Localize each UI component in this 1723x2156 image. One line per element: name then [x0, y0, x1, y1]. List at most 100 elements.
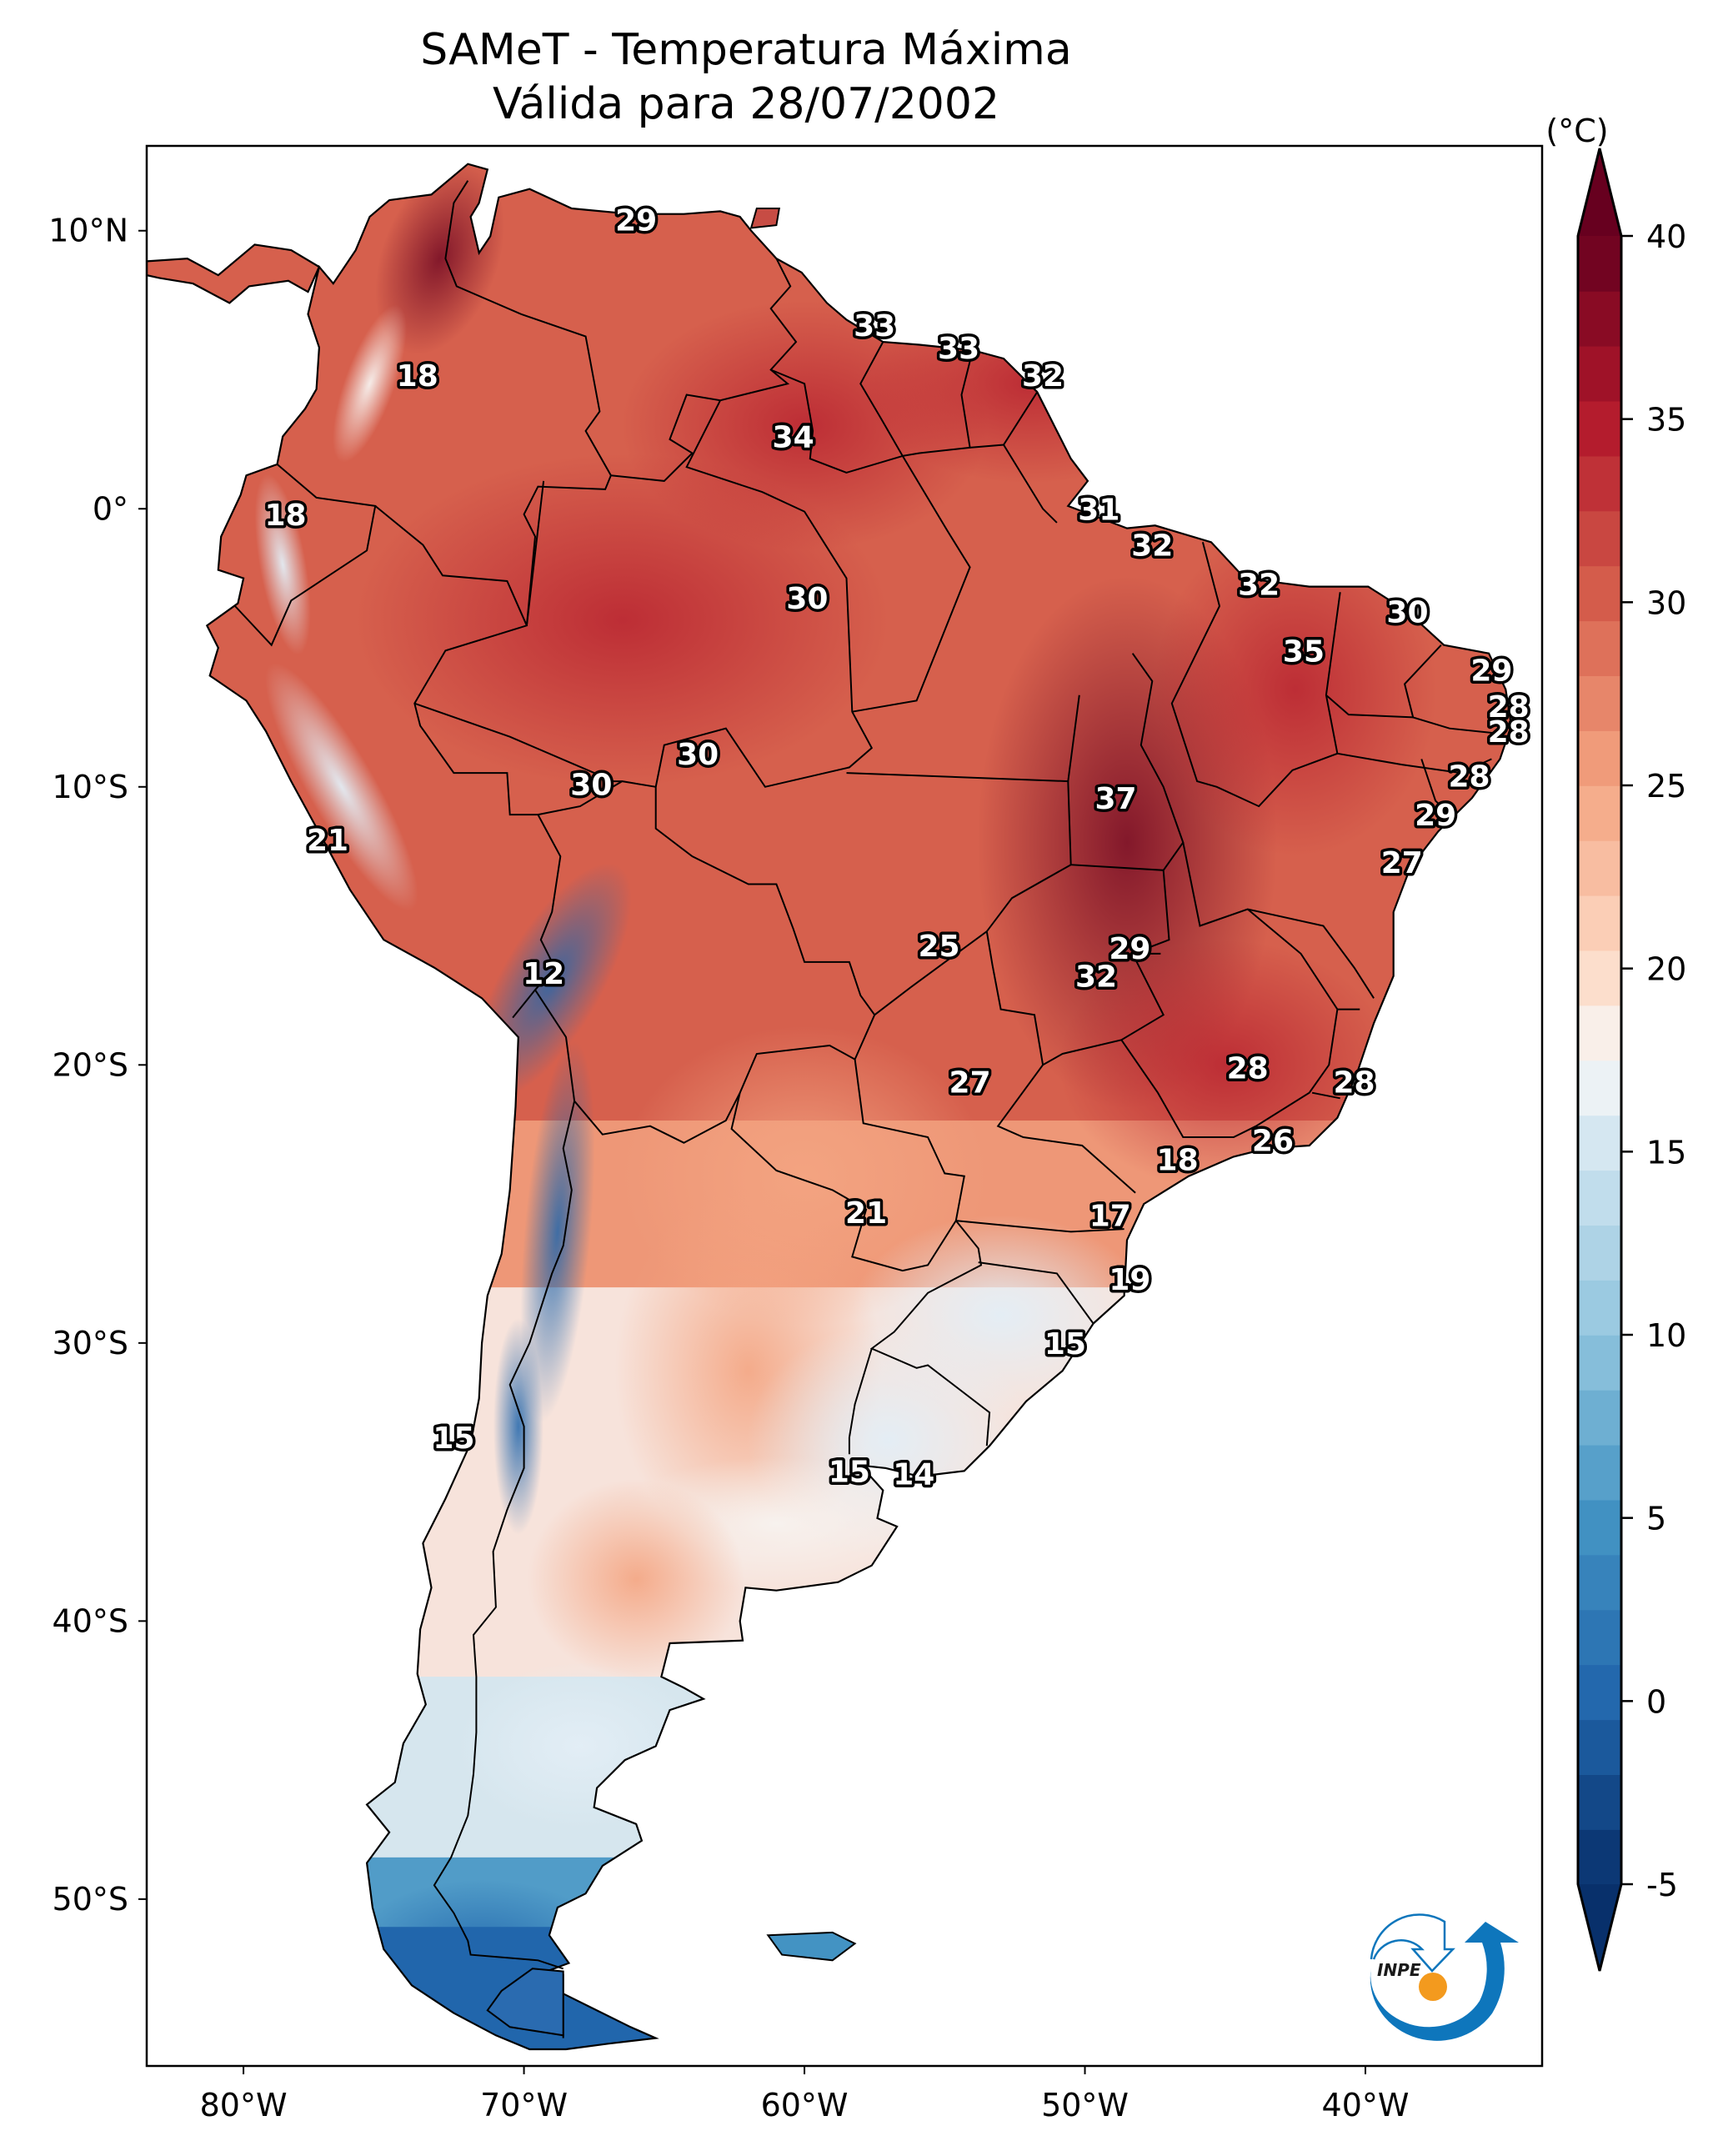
border-line — [374, 505, 562, 1019]
y-tick-label: 0° — [93, 490, 128, 527]
x-tick-label: 60°W — [761, 2087, 849, 2123]
border-line — [996, 870, 1170, 1194]
border-line — [869, 1220, 991, 1447]
temperature-value-label: 21 — [845, 1196, 887, 1231]
y-tick-label: 40°S — [53, 1602, 128, 1639]
x-tick-label: 40°W — [1322, 2087, 1410, 2123]
x-tick-label: 80°W — [200, 2087, 288, 2123]
field-blob — [520, 1040, 595, 1423]
border-line — [955, 1220, 1124, 1233]
field-blob — [1153, 523, 1437, 857]
border-line — [1420, 759, 1450, 815]
temperature-value-label: 30 — [1386, 596, 1428, 630]
chart-title: SAMeT - Temperatura Máxima — [420, 25, 1072, 75]
border-line — [985, 864, 1072, 1065]
temperature-value-label: 32 — [1075, 960, 1117, 995]
colorbar-band — [1578, 510, 1621, 567]
field-blob — [265, 663, 418, 911]
border-line — [234, 464, 377, 647]
y-tick-label: 10°S — [53, 769, 128, 805]
field-blob — [528, 1479, 745, 1680]
colorbar-band — [1578, 895, 1621, 951]
temperature-value-label: 30 — [570, 768, 612, 802]
temperature-value-label: 15 — [433, 1421, 474, 1456]
continent-coastline — [147, 163, 1513, 2051]
colorbar-band — [1578, 730, 1621, 786]
temperature-value-label: 18 — [265, 499, 307, 533]
border-line — [1337, 752, 1492, 775]
colorbar-tick-label: 15 — [1646, 1134, 1686, 1171]
temperature-value-label: 28 — [1448, 760, 1490, 794]
chart-subtitle: Válida para 28/07/2002 — [492, 79, 1000, 129]
temperature-value-label: 28 — [1488, 715, 1530, 750]
colorbar-band — [1578, 1170, 1621, 1226]
temperature-value-label: 30 — [677, 738, 719, 772]
colorbar-tick-label: 5 — [1646, 1501, 1666, 1537]
colorbar-tick-label: 25 — [1646, 768, 1686, 805]
colorbar-band — [1578, 1774, 1621, 1830]
border-line — [610, 258, 798, 482]
colorbar-extend-min — [1578, 1884, 1621, 1971]
field-blob — [333, 304, 407, 463]
border-line — [874, 930, 988, 1016]
temperature-value-label: 32 — [1238, 568, 1280, 602]
border-line — [1170, 542, 1341, 808]
colorbar-tick-label: 20 — [1646, 951, 1686, 988]
temperature-value-label: 21 — [307, 824, 348, 858]
colorbar-band — [1578, 1280, 1621, 1336]
temperature-value-label: 29 — [1470, 654, 1512, 689]
temperature-value-label: 28 — [1227, 1052, 1269, 1086]
temperature-value-label: 28 — [1334, 1065, 1375, 1100]
temperature-value-label: 30 — [786, 582, 828, 616]
temperature-value-label: 14 — [893, 1458, 934, 1492]
y-tick-label: 30°S — [53, 1325, 128, 1361]
temperature-value-label: 15 — [829, 1455, 870, 1489]
y-axis: 10°N 0° 10°S 20°S 30°S 40°S 50°S — [48, 213, 147, 1918]
x-axis: 80°W 70°W 60°W 50°W 40°W — [200, 2066, 1410, 2123]
colorbar-band — [1578, 1499, 1621, 1556]
temperature-value-label: 18 — [1157, 1144, 1199, 1178]
trinidad-island — [749, 208, 780, 229]
border-line — [1003, 444, 1058, 524]
temperature-value-label: 37 — [1094, 782, 1136, 816]
temperature-value-label: 29 — [1415, 799, 1456, 833]
temperature-value-label: 34 — [773, 421, 814, 455]
border-line — [848, 1348, 873, 1455]
x-tick-label: 70°W — [480, 2087, 568, 2123]
temperature-value-label: 31 — [1078, 493, 1119, 527]
temperature-value-label: 35 — [1283, 634, 1325, 669]
colorbar-band — [1578, 1115, 1621, 1171]
field-blob — [355, 453, 889, 787]
colorbar-band — [1578, 675, 1621, 731]
tierra-del-fuego — [486, 1968, 564, 2037]
colorbar-band — [1578, 1225, 1621, 1281]
colorbar-tick-label: 40 — [1646, 218, 1686, 255]
border-line — [538, 780, 876, 1060]
colorbar-unit-label: (°C) — [1545, 113, 1608, 149]
colorbar-band — [1578, 345, 1621, 402]
temperature-value-label: 32 — [1022, 359, 1064, 394]
border-line — [978, 1261, 1094, 1325]
colorbar-band — [1578, 236, 1621, 292]
colorbar-band — [1578, 1335, 1621, 1391]
colorbar: (°C) -5 0 5 10 15 20 25 30 35 40 — [1545, 113, 1686, 1972]
border-line — [444, 180, 613, 626]
colorbar-band — [1578, 1554, 1621, 1611]
islands — [486, 208, 857, 2037]
temperature-value-label: 32 — [1131, 529, 1173, 564]
colorbar-band — [1578, 1005, 1621, 1061]
colorbar-tick-label: 0 — [1646, 1683, 1666, 1720]
border-line — [1120, 908, 1339, 1138]
temperature-value-label: 29 — [1109, 932, 1150, 966]
colorbar-band — [1578, 1664, 1621, 1721]
border-line — [730, 1059, 965, 1272]
x-tick-label: 50°W — [1041, 2087, 1129, 2123]
colorbar-band — [1578, 785, 1621, 841]
colorbar-band — [1578, 1444, 1621, 1501]
colorbar-extend-max — [1578, 148, 1621, 236]
border-line — [413, 702, 623, 783]
colorbar-band — [1578, 1060, 1621, 1116]
